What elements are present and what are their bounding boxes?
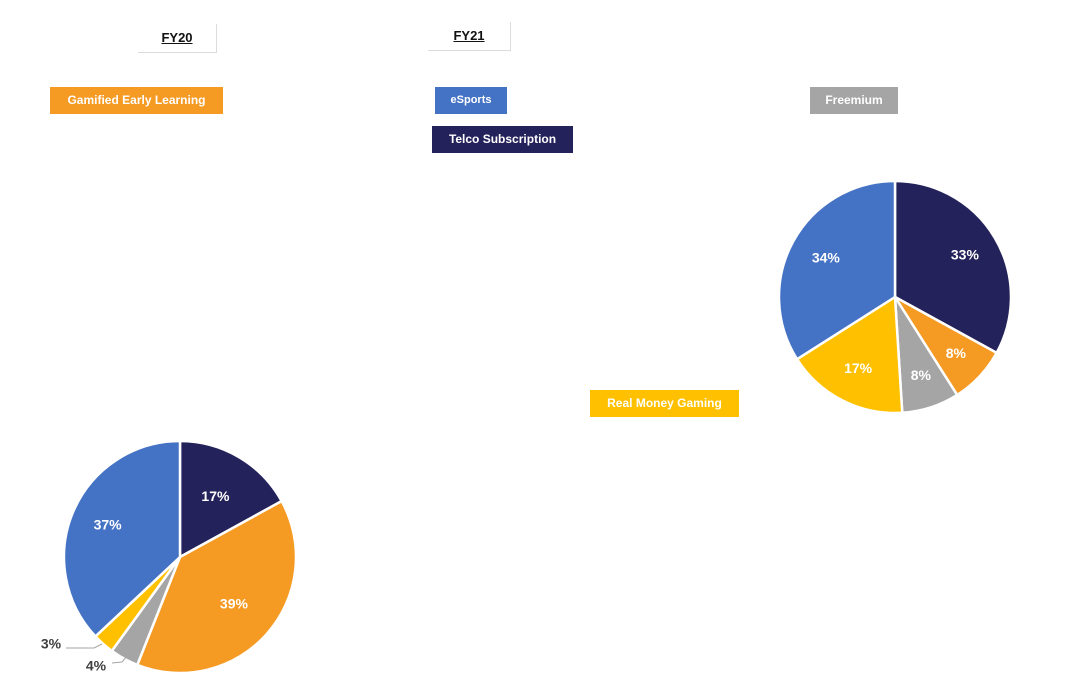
pie-label-gamified-early-learning: 8% <box>946 345 967 361</box>
pie-label-freemium: 8% <box>911 367 932 383</box>
pie-label-esports: 34% <box>812 250 841 266</box>
fy20-header: FY20 <box>138 24 217 53</box>
legend-telco-subscription: Telco Subscription <box>432 126 573 153</box>
pie-slice-esports <box>777 179 897 361</box>
pie-label-telco-subscription: 33% <box>951 246 980 262</box>
pie-chart-fy21: 33% 8% 8% 17% 34% <box>777 179 1013 415</box>
legend-esports: eSports <box>435 87 507 114</box>
legend-real-money-gaming: Real Money Gaming <box>590 390 739 417</box>
legend-gamified-early-learning: Gamified Early Learning <box>50 87 223 114</box>
pie-label-real-money-gaming: 3% <box>41 636 62 652</box>
pie-label-real-money-gaming: 17% <box>844 360 873 376</box>
pie-label-freemium: 4% <box>86 658 107 674</box>
pie-leader-line-freemium <box>111 655 128 664</box>
pie-label-telco-subscription: 17% <box>201 488 230 504</box>
pie-leader-line-real-money-gaming <box>66 643 103 649</box>
pie-slice-gamified-early-learning <box>135 499 298 675</box>
pie-slice-telco-subscription <box>893 179 1013 355</box>
pie-slice-real-money-gaming <box>795 294 904 415</box>
pie-chart-fy20: 17% 39% 4% 3% 37% <box>41 439 298 675</box>
pie-slice-esports <box>62 439 182 639</box>
pie-label-esports: 37% <box>94 516 123 532</box>
legend-freemium: Freemium <box>810 87 898 114</box>
pie-label-gamified-early-learning: 39% <box>220 595 249 611</box>
fy21-header: FY21 <box>428 22 511 51</box>
pie-slice-telco-subscription <box>178 439 284 560</box>
